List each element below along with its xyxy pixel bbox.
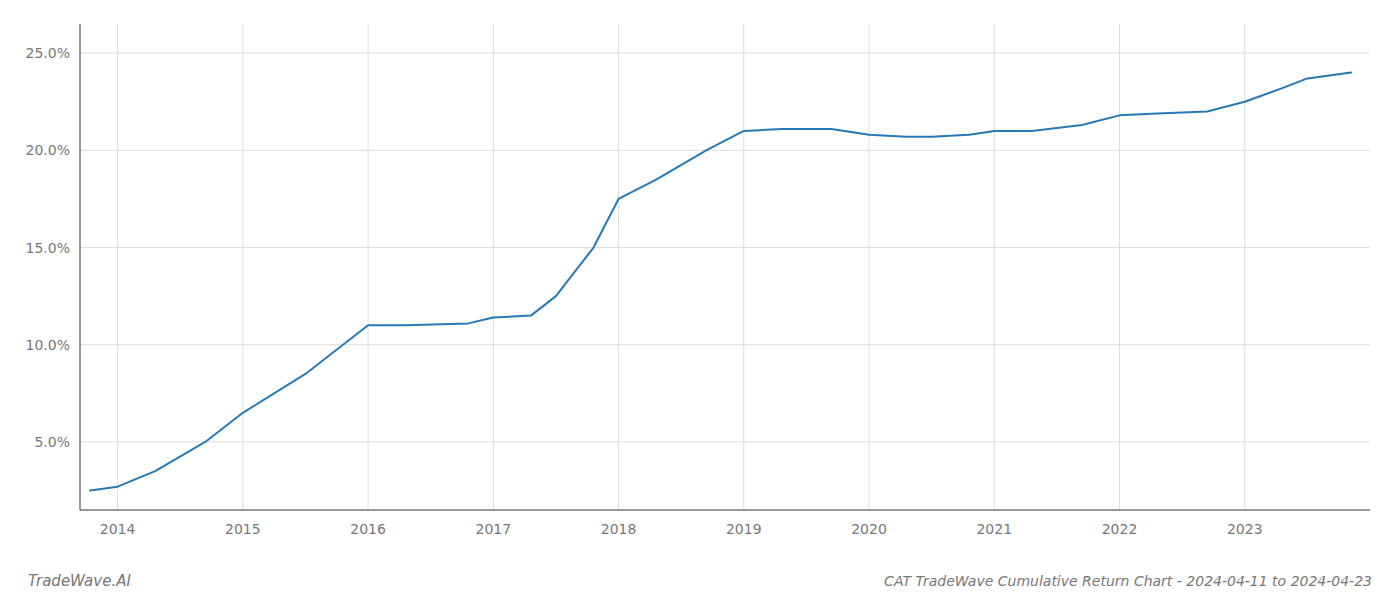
y-tick-label: 10.0%: [26, 337, 70, 353]
x-tick-label: 2023: [1227, 521, 1263, 537]
y-grid-line: [80, 53, 1370, 54]
y-grid-line: [80, 344, 1370, 345]
y-grid-line: [80, 247, 1370, 248]
grid: [80, 24, 1370, 510]
y-tick-label: 15.0%: [26, 240, 70, 256]
x-tick-label: 2018: [601, 521, 637, 537]
chart: 2014 2015 2016 2017 2018 2019 2020 2021 2022 2023…: [0, 0, 1400, 600]
x-grid-line: [493, 24, 494, 510]
x-tick-label: 2022: [1102, 521, 1138, 537]
plot-area: [90, 73, 1351, 491]
x-tick-label: 2016: [350, 521, 386, 537]
x-grid-line: [994, 24, 995, 510]
title: CAT TradeWave Cumulative Return Chart - …: [884, 573, 1372, 589]
x-tick-label: 2017: [475, 521, 511, 537]
x-grid-line: [368, 24, 369, 510]
data-line: [90, 73, 1351, 491]
watermark: TradeWave.AI: [28, 572, 131, 590]
x-grid-line: [1244, 24, 1245, 510]
y-axis-line: [80, 24, 81, 510]
background: [0, 0, 1400, 600]
x-grid-line: [242, 24, 243, 510]
y-tick-label: 25.0%: [26, 45, 70, 61]
y-grid-line: [80, 150, 1370, 151]
x-grid-line: [743, 24, 744, 510]
x-grid-line: [117, 24, 118, 510]
x-grid-line: [869, 24, 870, 510]
y-tick-label: 20.0%: [26, 142, 70, 158]
x-axis-line: [80, 510, 1370, 511]
x-tick-label: 2020: [851, 521, 887, 537]
y-tick-label: 5.0%: [34, 434, 70, 450]
x-tick-label: 2015: [225, 521, 261, 537]
y-grid-line: [80, 441, 1370, 442]
x-grid-line: [1119, 24, 1120, 510]
x-grid-line: [618, 24, 619, 510]
tick-labels: 2014 2015 2016 2017 2018 2019 2020 2021 2022 2023…: [26, 45, 1263, 537]
x-tick-label: 2019: [726, 521, 762, 537]
x-tick-label: 2014: [100, 521, 136, 537]
x-tick-label: 2021: [976, 521, 1012, 537]
